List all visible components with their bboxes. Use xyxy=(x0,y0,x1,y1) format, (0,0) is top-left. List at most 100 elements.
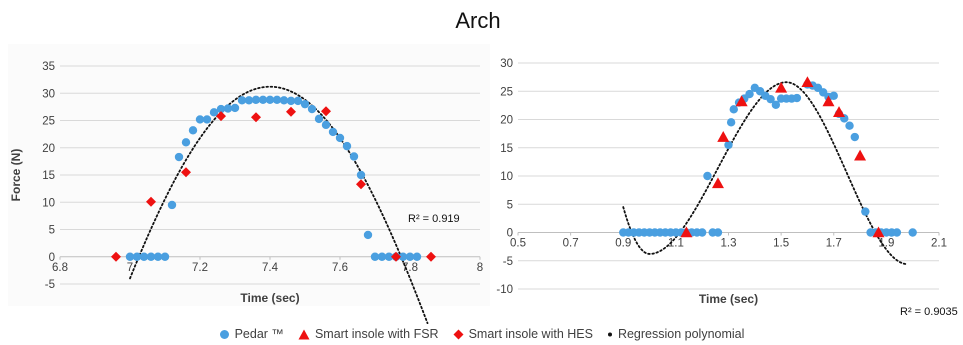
x-tick-label: 0.7 xyxy=(563,238,579,250)
pedar-point xyxy=(132,252,142,261)
pedar-point xyxy=(265,95,275,104)
pedar-point xyxy=(335,133,345,143)
y-tick-label: 20 xyxy=(42,143,55,155)
x-tick-label: 1.7 xyxy=(826,238,842,250)
regression-curve xyxy=(622,81,909,266)
x-tick-label: 7.2 xyxy=(192,262,208,274)
y-tick-label: 25 xyxy=(500,86,513,98)
right-chart-panel: -10 -5 0 5 10 15 20 25 30 0.5 0.7 0.9 1.1 1.3 1.5 1.7 1.… xyxy=(490,44,958,320)
left-chart-panel: -5 0 5 10 15 20 25 30 35 6.8 7 7.2 7.4 7.6 7.8 8 Time (s… xyxy=(8,44,490,325)
pedar-point xyxy=(724,140,733,150)
y-axis-title: Force (N) xyxy=(9,149,23,202)
circle-marker-icon xyxy=(219,329,229,339)
pedar-point xyxy=(370,252,380,261)
hes-point xyxy=(251,112,261,123)
y-tick-label: 0 xyxy=(507,228,513,240)
y-tick-label: -5 xyxy=(45,279,55,291)
pedar-point xyxy=(829,91,838,100)
r-squared-label: R² = 0.9035 xyxy=(900,306,958,318)
pedar-point xyxy=(845,121,854,130)
hes-point xyxy=(391,251,401,262)
legend-label-hes: Smart insole with HES xyxy=(468,327,593,341)
pedar-point xyxy=(908,228,917,237)
pedar-point xyxy=(237,96,247,105)
y-tick-label: 30 xyxy=(500,58,513,70)
x-axis-title: Time (sec) xyxy=(699,292,758,306)
pedar-point xyxy=(244,96,254,105)
y-tick-label: 0 xyxy=(49,252,55,264)
pedar-point xyxy=(258,95,268,104)
pedar-point xyxy=(125,252,135,261)
hes-point xyxy=(146,196,156,207)
pedar-point xyxy=(321,120,331,130)
page-title: Arch xyxy=(422,0,534,44)
r-squared-label: R² = 0.919 xyxy=(408,213,460,225)
pedar-point xyxy=(314,114,324,124)
hes-point xyxy=(426,251,436,262)
pedar-point xyxy=(377,252,387,261)
x-tick-label: 1.5 xyxy=(773,238,789,250)
y-tick-label: -10 xyxy=(496,284,513,296)
x-tick-label: 2.1 xyxy=(931,238,947,250)
pedar-point xyxy=(272,95,282,104)
fsr-point xyxy=(735,95,748,107)
y-tick-label: 5 xyxy=(507,199,513,211)
y-tick-label: -5 xyxy=(503,256,513,268)
x-tick-label: 7 xyxy=(127,262,133,274)
fsr-point xyxy=(822,95,835,107)
x-tick-label: 7.4 xyxy=(262,262,279,274)
hes-point xyxy=(356,179,366,190)
y-tick-label: 10 xyxy=(42,197,55,209)
x-tick-label: 6.8 xyxy=(52,262,68,274)
x-tick-label: 7.8 xyxy=(402,262,418,274)
fsr-point xyxy=(717,131,730,142)
x-axis-title: Time (sec) xyxy=(240,291,299,305)
hes-point xyxy=(321,106,331,117)
pedar-point xyxy=(892,228,902,237)
fsr-point xyxy=(833,106,846,117)
left-chart: -5 0 5 10 15 20 25 30 35 6.8 7 7.2 7.4 7.6 7.8 8 Time (s… xyxy=(9,61,483,325)
hes-point xyxy=(286,106,296,117)
fsr-point xyxy=(711,177,724,189)
pedar-point xyxy=(405,252,415,261)
pedar-point xyxy=(209,108,219,117)
legend-item-pedar: Pedar ™ xyxy=(219,327,284,341)
pedar-point xyxy=(230,103,240,113)
pedar-point xyxy=(202,115,212,124)
y-tick-label: 10 xyxy=(500,171,513,183)
pedar-point xyxy=(139,252,149,261)
y-tick-label: 35 xyxy=(42,61,55,73)
y-tick-label: 15 xyxy=(500,143,513,155)
pedar-point xyxy=(223,104,233,113)
pedar-point xyxy=(307,104,317,114)
pedar-point xyxy=(342,141,352,151)
legend-item-regression: Regression polynomial xyxy=(607,327,744,341)
pedar-point xyxy=(356,170,366,180)
right-chart: -10 -5 0 5 10 15 20 25 30 0.5 0.7 0.9 1.1 1.3 1.5 1.7 1.… xyxy=(496,58,958,318)
fsr-point xyxy=(801,76,814,88)
pedar-point xyxy=(286,96,296,106)
pedar-point xyxy=(726,118,736,127)
legend: Pedar ™ Smart insole with FSR Smart inso… xyxy=(0,324,963,344)
y-tick-label: 15 xyxy=(42,170,55,182)
pedar-point xyxy=(251,95,261,104)
legend-label-regression: Regression polynomial xyxy=(617,327,745,341)
pedar-point xyxy=(160,252,170,261)
pedar-point xyxy=(349,152,359,161)
pedar-point xyxy=(398,252,408,261)
pedar-point xyxy=(174,152,184,162)
pedar-point xyxy=(850,132,859,142)
legend-item-hes: Smart insole with HES xyxy=(453,327,593,341)
fsr-point xyxy=(854,149,867,161)
pedar-point xyxy=(363,230,373,240)
pedar-point xyxy=(167,200,177,210)
pedar-point xyxy=(792,93,802,103)
pedar-point xyxy=(146,252,156,261)
pedar-point xyxy=(766,94,775,104)
fsr-point xyxy=(872,226,885,238)
diamond-marker-icon xyxy=(453,329,464,339)
hes-point xyxy=(181,167,191,178)
pedar-point xyxy=(181,138,191,147)
fsr-point xyxy=(680,226,693,238)
legend-label-fsr: Smart insole with FSR xyxy=(314,327,439,341)
